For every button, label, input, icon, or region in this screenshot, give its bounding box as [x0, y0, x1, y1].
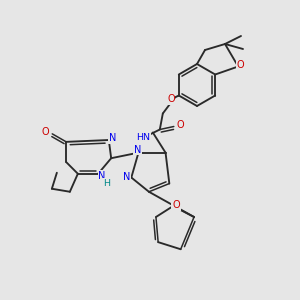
Text: O: O [167, 94, 175, 104]
Text: H: H [103, 179, 110, 188]
Text: N: N [123, 172, 130, 182]
Text: O: O [41, 127, 49, 137]
Text: N: N [134, 145, 141, 155]
Text: N: N [109, 133, 116, 143]
Text: N: N [98, 171, 106, 181]
Text: HN: HN [136, 133, 150, 142]
Text: O: O [176, 121, 184, 130]
Text: O: O [172, 200, 180, 210]
Text: O: O [236, 61, 244, 70]
